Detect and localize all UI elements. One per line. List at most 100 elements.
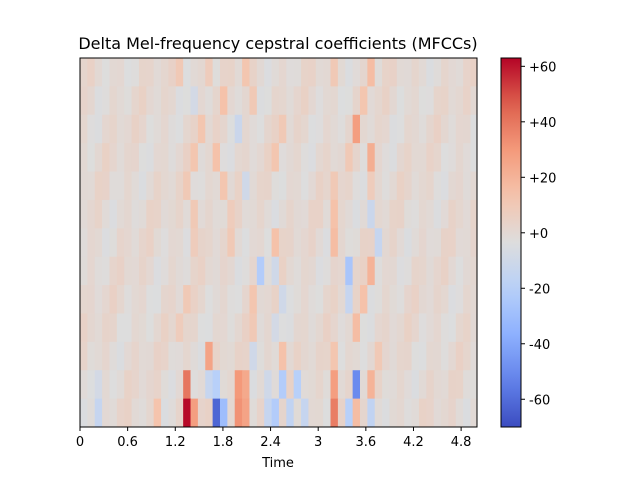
- heatmap-cell: [278, 86, 287, 116]
- heatmap-cell: [374, 199, 383, 229]
- heatmap-cell: [286, 313, 295, 343]
- heatmap-cell: [374, 370, 383, 400]
- heatmap-cell: [94, 228, 103, 258]
- heatmap-cell: [315, 199, 324, 229]
- heatmap-cell: [404, 285, 413, 314]
- heatmap-cell: [175, 228, 184, 258]
- heatmap-cell: [463, 285, 472, 314]
- heatmap-cell: [293, 58, 302, 87]
- heatmap-cell: [411, 370, 420, 400]
- heatmap-cell: [426, 256, 435, 286]
- heatmap-cell: [411, 228, 420, 258]
- heatmap-cell: [131, 143, 140, 173]
- heatmap-cell: [220, 143, 228, 173]
- heatmap-cell: [153, 58, 162, 87]
- heatmap-cell: [80, 285, 88, 314]
- heatmap-cell: [463, 398, 472, 428]
- heatmap-cell: [264, 114, 273, 144]
- heatmap-cell: [433, 86, 442, 116]
- heatmap-cell: [116, 143, 125, 173]
- heatmap-cell: [102, 143, 110, 173]
- heatmap-cell: [352, 114, 361, 144]
- heatmap-cell: [131, 114, 140, 144]
- heatmap-cell: [293, 228, 302, 258]
- heatmap-cell: [124, 143, 133, 173]
- heatmap-cell: [205, 114, 214, 144]
- heatmap-cell: [161, 313, 169, 343]
- heatmap-cell: [161, 143, 169, 173]
- heatmap-cell: [433, 228, 442, 258]
- heatmap-cell: [87, 228, 96, 258]
- heatmap-cell: [242, 58, 250, 87]
- heatmap-cell: [330, 143, 339, 173]
- heatmap-cell: [205, 199, 214, 229]
- heatmap-cell: [190, 398, 199, 428]
- heatmap-cell: [441, 58, 449, 87]
- heatmap-cell: [87, 199, 96, 229]
- heatmap-cell: [234, 370, 243, 400]
- heatmap-cell: [124, 285, 133, 314]
- heatmap-cell: [212, 341, 221, 371]
- heatmap-cell: [175, 285, 184, 314]
- heatmap-cell: [315, 114, 324, 144]
- heatmap-cell: [124, 370, 133, 400]
- heatmap-cell: [87, 341, 96, 371]
- heatmap-cell: [249, 341, 258, 371]
- heatmap-cell: [249, 398, 258, 428]
- heatmap-cell: [161, 341, 169, 371]
- heatmap-cell: [102, 228, 110, 258]
- heatmap-cell: [470, 285, 478, 314]
- heatmap-cell: [271, 228, 280, 258]
- heatmap-cell: [278, 285, 287, 314]
- heatmap-cell: [153, 114, 162, 144]
- heatmap-cell: [352, 199, 361, 229]
- heatmap-cell: [441, 370, 449, 400]
- heatmap-cell: [242, 313, 250, 343]
- heatmap-cell: [227, 171, 236, 201]
- colorbar-tick-label: +20: [529, 171, 556, 186]
- heatmap-cell: [345, 114, 354, 144]
- heatmap-cell: [433, 313, 442, 343]
- heatmap-cell: [308, 143, 317, 173]
- heatmap-cell: [256, 256, 265, 286]
- heatmap-cell: [227, 143, 236, 173]
- heatmap-cell: [345, 171, 354, 201]
- heatmap-cell: [404, 341, 413, 371]
- heatmap-cell: [168, 398, 177, 428]
- heatmap-cell: [426, 171, 435, 201]
- heatmap-cell: [286, 398, 295, 428]
- heatmap-cell: [102, 86, 110, 116]
- heatmap-cell: [448, 341, 457, 371]
- heatmap-cell: [404, 86, 413, 116]
- heatmap-cell: [168, 199, 177, 229]
- heatmap-cell: [190, 313, 199, 343]
- heatmap-cell: [197, 398, 206, 428]
- heatmap-cell: [337, 143, 346, 173]
- heatmap-cell: [396, 143, 405, 173]
- heatmap-cell: [94, 256, 103, 286]
- heatmap-cell: [102, 341, 110, 371]
- heatmap-cell: [264, 313, 273, 343]
- x-axis: 0 0.6 1.2 1.8 2.4 3 3.6 4.2 4.8: [76, 427, 471, 450]
- heatmap-cell: [161, 228, 169, 258]
- heatmap-cell: [374, 313, 383, 343]
- heatmap-cell: [426, 313, 435, 343]
- x-tick-label: 3: [314, 435, 322, 450]
- heatmap-cell: [367, 58, 376, 87]
- heatmap-cell: [212, 228, 221, 258]
- heatmap-cell: [293, 171, 302, 201]
- heatmap-cell: [264, 341, 273, 371]
- heatmap-cells: [80, 58, 478, 428]
- heatmap-cell: [323, 171, 332, 201]
- heatmap-cell: [175, 256, 184, 286]
- heatmap-cell: [315, 143, 324, 173]
- heatmap-cell: [382, 285, 390, 314]
- heatmap-cell: [448, 58, 457, 87]
- heatmap-cell: [441, 398, 449, 428]
- heatmap-cell: [256, 398, 265, 428]
- heatmap-cell: [131, 285, 140, 314]
- heatmap-cell: [463, 228, 472, 258]
- heatmap-cell: [308, 86, 317, 116]
- chart-title: Delta Mel-frequency cepstral coefficient…: [78, 34, 477, 53]
- heatmap-cell: [382, 370, 390, 400]
